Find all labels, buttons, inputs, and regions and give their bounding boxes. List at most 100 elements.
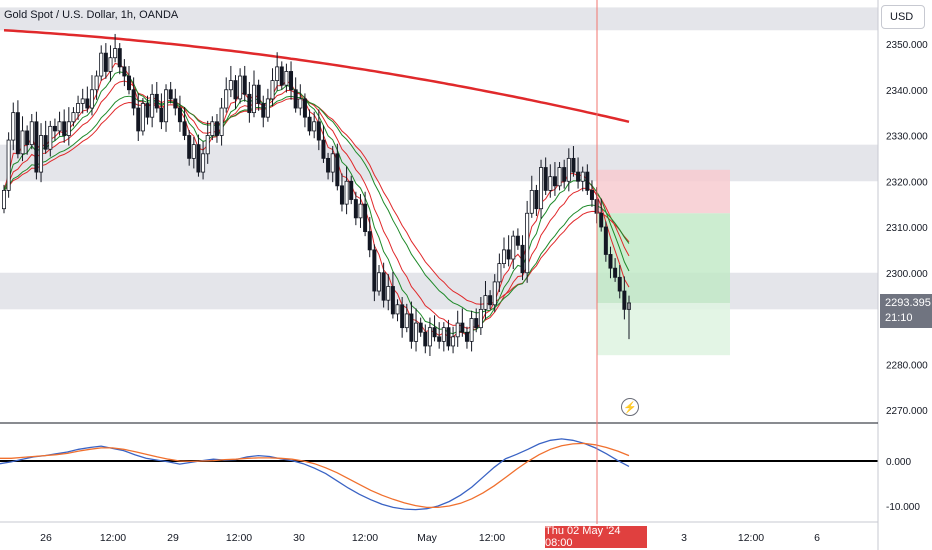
candle <box>140 97 145 136</box>
candle <box>159 93 164 130</box>
candle <box>585 164 590 195</box>
candle <box>515 228 520 250</box>
candle <box>404 303 409 333</box>
candle <box>173 88 178 116</box>
candle <box>622 276 627 320</box>
candle <box>201 141 206 180</box>
candle <box>566 148 571 192</box>
macd-line <box>0 438 630 511</box>
candle <box>48 120 53 157</box>
candle <box>326 152 331 180</box>
time-axis[interactable]: 26 12:00 29 12:00 30 12:00 May 12:00 3 12:00 6 <box>40 532 820 544</box>
candle <box>127 65 132 95</box>
candle <box>224 77 229 113</box>
price-tick-label: 2280.000 <box>886 360 928 371</box>
candle <box>210 116 215 141</box>
candle <box>534 184 539 217</box>
candle <box>20 116 25 162</box>
candle <box>164 84 169 132</box>
candle <box>488 290 493 310</box>
ema-fast-line <box>3 62 630 338</box>
candle <box>376 264 381 296</box>
candle <box>131 77 136 116</box>
price-tick-label: 2300.000 <box>886 269 928 280</box>
crosshair-time-label: Thu 02 May '24 08:00 <box>545 525 647 549</box>
candle <box>168 81 173 104</box>
candle <box>103 43 108 79</box>
time-tick-label: May <box>417 532 438 544</box>
candle <box>228 65 233 98</box>
candle <box>478 296 483 335</box>
candle <box>492 274 497 313</box>
candle <box>6 132 11 198</box>
candle <box>154 81 159 113</box>
candle <box>94 70 99 100</box>
signal-line <box>0 442 630 509</box>
candle <box>441 322 446 352</box>
candle <box>270 68 275 107</box>
zone-band <box>0 7 878 31</box>
candle <box>191 136 196 169</box>
candle <box>390 271 395 319</box>
candle <box>71 107 76 127</box>
moving-average-lines <box>3 29 630 338</box>
supply-demand-zones <box>0 7 878 310</box>
candle <box>187 130 192 166</box>
candle <box>446 319 451 351</box>
candle <box>113 33 118 63</box>
symbol-title[interactable]: Gold Spot / U.S. Dollar, 1h, OANDA <box>4 9 179 21</box>
candle <box>66 107 71 146</box>
last-price-value: 2293.395 <box>885 297 931 309</box>
candle <box>608 246 613 279</box>
candle <box>2 184 7 214</box>
candle <box>11 102 16 151</box>
candle <box>432 315 437 342</box>
candle <box>233 75 238 109</box>
candle <box>52 118 57 141</box>
lightning-bolt-icon[interactable]: ⚡ <box>621 398 639 416</box>
candle <box>205 120 210 164</box>
candle <box>589 180 594 207</box>
price-tick-label: 2350.000 <box>886 40 928 51</box>
candle <box>251 70 256 118</box>
candle <box>543 157 548 195</box>
candle <box>339 173 344 212</box>
time-tick-label: 6 <box>814 532 820 544</box>
stop-loss-zone[interactable] <box>597 169 730 214</box>
candle <box>520 235 525 281</box>
short-position-tool[interactable] <box>597 169 730 356</box>
ema-long-line <box>3 29 630 124</box>
candle <box>256 79 261 111</box>
candle <box>483 280 488 320</box>
candle <box>89 75 94 116</box>
candle <box>455 310 460 347</box>
candle <box>335 143 340 191</box>
candle <box>418 317 423 337</box>
candle <box>261 95 266 128</box>
candle <box>182 107 187 141</box>
candle <box>409 301 414 349</box>
time-tick-label: 12:00 <box>352 532 378 544</box>
candle <box>576 157 581 189</box>
candle <box>557 162 562 191</box>
candlestick-series <box>2 33 632 357</box>
candle <box>177 95 182 132</box>
candle <box>414 308 419 352</box>
candle <box>247 81 252 123</box>
time-tick-label: 12:00 <box>479 532 505 544</box>
candle <box>214 113 219 143</box>
price-tick-label: 2340.000 <box>886 86 928 97</box>
currency-button[interactable]: USD <box>881 5 925 29</box>
candle <box>196 134 201 177</box>
ema-slow-green-line <box>3 95 630 314</box>
candle <box>312 111 317 139</box>
candle <box>367 216 372 258</box>
candle <box>136 93 141 141</box>
candle <box>219 97 224 146</box>
candle <box>599 198 604 232</box>
candle <box>145 95 150 125</box>
candle <box>284 63 289 93</box>
candle <box>381 262 386 308</box>
